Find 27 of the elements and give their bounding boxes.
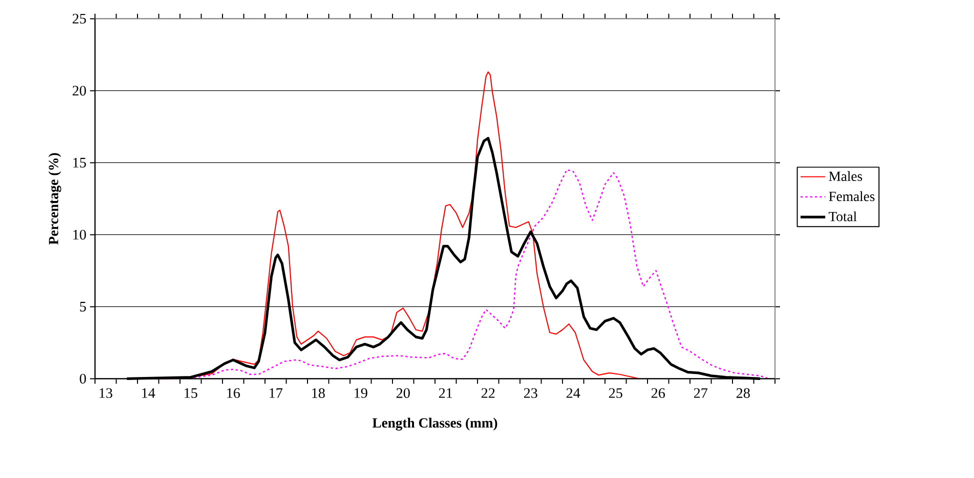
x-tick-label: 22	[482, 388, 495, 398]
x-tick-label: 17	[270, 388, 282, 398]
y-tick-label: 10	[73, 230, 86, 240]
x-tick-label: 23	[524, 388, 538, 398]
x-tick-label: 20	[396, 388, 410, 398]
legend-label: Total	[828, 211, 857, 222]
legend-label: Males	[828, 171, 862, 181]
legend-label: Females	[828, 191, 874, 202]
y-axis-title: Percentage (%)	[48, 153, 62, 245]
y-tick-label: 0	[80, 374, 86, 384]
y-tick-label: 15	[73, 158, 86, 168]
y-tick-label: 20	[72, 86, 86, 96]
x-tick-label: 26	[652, 388, 665, 398]
x-tick-label: 13	[100, 388, 112, 398]
x-tick-label: 27	[694, 388, 708, 398]
y-tick-label: 25	[72, 14, 86, 24]
x-tick-label: 18	[312, 388, 325, 398]
x-tick-label: 16	[227, 388, 240, 398]
x-tick-label: 21	[439, 388, 452, 398]
x-tick-label: 28	[736, 388, 750, 398]
x-tick-label: 14	[142, 388, 156, 398]
x-tick-label: 25	[609, 388, 622, 398]
y-tick-label: 5	[80, 302, 86, 312]
x-axis-title: Length Classes (mm)	[372, 418, 498, 431]
x-tick-label: 24	[566, 388, 580, 398]
x-tick-label: 19	[354, 388, 368, 398]
x-tick-label: 15	[184, 388, 198, 398]
